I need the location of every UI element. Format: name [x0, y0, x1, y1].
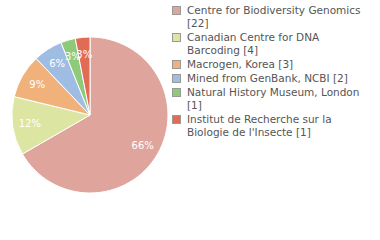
- html-text:Centre for Biodiversity Genomi: Centre for Biodiversity Genomics [22]: [187, 4, 361, 29]
- svg-text:9%: 9%: [29, 79, 45, 90]
- html-text:Mined from GenBank, NCBI [2]: Mined from GenBank, NCBI [2]: [187, 72, 348, 84]
- html-text:Natural History Museum, London: Natural History Museum, London [1]: [187, 86, 360, 111]
- html-text:Canadian Centre for DNA Barcod: Canadian Centre for DNA Barcoding [4]: [187, 31, 320, 56]
- svg-text:3%: 3%: [76, 49, 92, 60]
- svg-text:12%: 12%: [19, 118, 41, 129]
- svg-text:66%: 66%: [132, 140, 154, 151]
- svg-text:6%: 6%: [49, 58, 65, 69]
- html-text:Institut de Recherche sur la B: Institut de Recherche sur la Biologie de…: [187, 113, 332, 138]
- html-text:Macrogen, Korea [3]: Macrogen, Korea [3]: [187, 58, 294, 70]
- svg-text:3%: 3%: [64, 51, 81, 63]
